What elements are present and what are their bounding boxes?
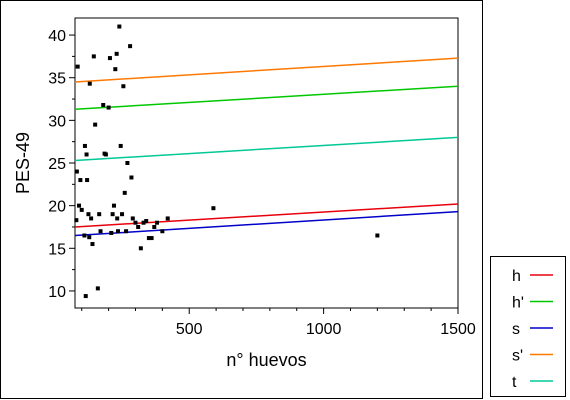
- data-point: [103, 152, 108, 157]
- data-point: [85, 178, 90, 183]
- data-point: [89, 216, 94, 221]
- data-point: [87, 81, 92, 86]
- data-point: [121, 84, 126, 89]
- data-point: [124, 229, 129, 234]
- data-point: [120, 212, 125, 217]
- series-line-h: [74, 203, 459, 228]
- legend-label: h': [512, 295, 524, 312]
- series-line-s-prime: [74, 57, 459, 83]
- data-point: [107, 56, 112, 61]
- data-point: [116, 229, 121, 234]
- legend-box: [490, 256, 566, 397]
- data-point: [114, 51, 119, 56]
- data-point: [82, 233, 87, 238]
- data-point: [144, 219, 149, 223]
- data-point: [97, 212, 102, 217]
- data-point: [141, 220, 146, 225]
- data-point: [160, 229, 165, 234]
- data-point: [130, 216, 135, 221]
- data-point: [95, 286, 100, 291]
- data-point: [111, 203, 116, 208]
- data-point: [78, 178, 83, 183]
- data-point: [375, 233, 380, 238]
- data-point: [84, 152, 89, 157]
- data-point: [165, 216, 170, 221]
- x-tick-label: 500: [176, 321, 203, 338]
- y-tick-label: 30: [48, 113, 66, 130]
- data-point: [86, 212, 91, 217]
- data-point: [98, 229, 103, 234]
- legend-label: s': [512, 348, 523, 365]
- data-point: [90, 242, 95, 247]
- data-point: [109, 230, 114, 235]
- series-line-t: [74, 136, 459, 162]
- data-point: [91, 54, 96, 59]
- data-point: [87, 235, 92, 240]
- y-tick-label: 10: [48, 284, 66, 301]
- data-point: [74, 169, 79, 174]
- data-point: [136, 224, 141, 229]
- data-point: [79, 207, 84, 212]
- data-point: [118, 143, 123, 148]
- data-point: [113, 67, 118, 72]
- marks-layer: [74, 24, 459, 299]
- data-point: [125, 161, 130, 165]
- data-point: [106, 105, 111, 110]
- data-point: [101, 103, 106, 107]
- data-point: [152, 224, 157, 229]
- x-axis-label: n° huevos: [226, 350, 306, 370]
- data-point: [133, 220, 138, 225]
- y-tick-label: 20: [48, 199, 66, 216]
- data-point: [149, 236, 154, 241]
- data-point: [83, 294, 88, 299]
- y-tick-label: 35: [48, 71, 66, 88]
- y-tick-label: 15: [48, 241, 66, 258]
- data-point: [138, 246, 143, 251]
- y-tick-label: 40: [48, 28, 66, 45]
- data-point: [117, 24, 122, 29]
- series-line-s: [74, 210, 459, 237]
- y-tick-label: 25: [48, 156, 66, 173]
- data-point: [211, 206, 216, 211]
- data-point: [122, 190, 127, 195]
- axes-layer: 10 15 20 25 30 35 40 500 1000 1500: [48, 28, 476, 338]
- data-point: [93, 122, 98, 127]
- data-point: [128, 44, 133, 49]
- x-tick-label: 1000: [306, 321, 342, 338]
- legend-label: h: [512, 268, 521, 285]
- data-point: [82, 143, 87, 148]
- data-point: [74, 218, 79, 223]
- legend-label: t: [512, 374, 517, 391]
- x-tick-label: 1500: [440, 321, 476, 338]
- data-point: [154, 220, 159, 225]
- chart-panel-border: [0, 0, 483, 399]
- plot-area: [74, 17, 459, 309]
- data-point: [129, 175, 134, 180]
- legend-label: s: [512, 321, 520, 338]
- series-line-h-prime: [74, 85, 459, 111]
- data-point: [77, 203, 82, 208]
- legend: h h' s s' t: [512, 268, 553, 391]
- data-point: [146, 236, 151, 241]
- data-point: [115, 216, 120, 221]
- y-axis-label: PES-49: [13, 132, 33, 194]
- data-point: [110, 212, 115, 217]
- data-point: [75, 64, 80, 69]
